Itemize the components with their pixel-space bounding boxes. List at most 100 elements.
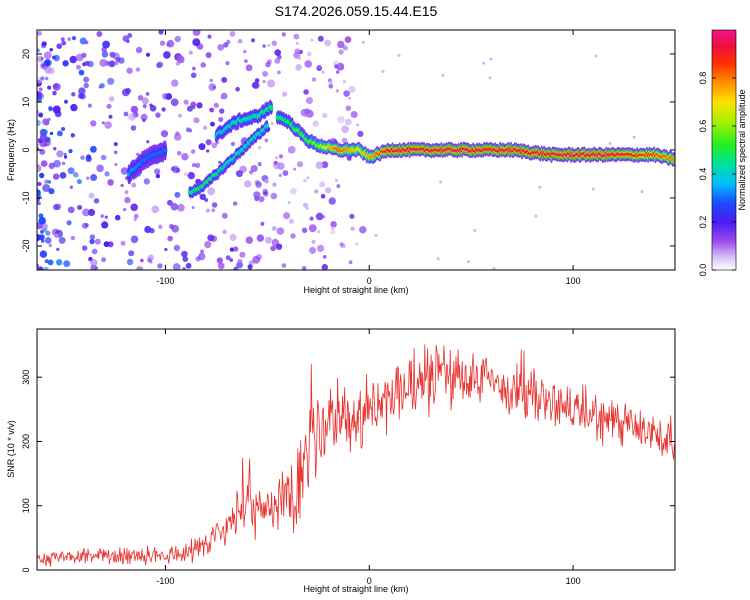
noise-blob	[167, 199, 173, 206]
noise-blob	[99, 83, 105, 89]
noise-blob	[96, 164, 104, 173]
noise-blob	[324, 39, 332, 47]
noise-blob	[38, 234, 45, 241]
noise-blob	[245, 236, 253, 244]
noise-blob	[113, 142, 118, 147]
noise-blob	[640, 190, 644, 194]
noise-blob	[335, 89, 339, 93]
noise-blob	[37, 201, 41, 206]
noise-blob	[61, 161, 66, 166]
noise-blob	[103, 241, 110, 248]
noise-blob	[262, 188, 269, 195]
noise-blob	[381, 70, 385, 73]
noise-blob	[69, 185, 74, 189]
noise-blob	[71, 36, 77, 41]
noise-blob	[75, 53, 84, 62]
noise-blob	[47, 259, 54, 266]
noise-blob	[64, 99, 68, 104]
noise-blob	[270, 245, 276, 252]
spectrogram-y-ticks: -20 -10 0 10 20	[21, 49, 675, 253]
noise-blob	[293, 167, 297, 171]
colorbar-tick-label: 0.0	[698, 264, 708, 277]
noise-blob	[237, 258, 243, 264]
noise-blob	[171, 79, 179, 87]
noise-blob	[330, 221, 337, 228]
noise-blob	[158, 30, 164, 35]
noise-blob	[200, 249, 205, 254]
noise-blob	[166, 39, 175, 48]
noise-blob	[328, 197, 336, 205]
noise-blob	[467, 260, 470, 264]
noise-blob	[37, 235, 40, 242]
noise-blob	[190, 149, 196, 154]
noise-blob	[594, 54, 598, 58]
noise-blob	[591, 187, 595, 191]
noise-blob	[345, 118, 352, 126]
noise-blob	[39, 172, 45, 179]
noise-blob	[190, 101, 197, 108]
noise-blob	[151, 205, 160, 214]
noise-blob	[232, 201, 238, 206]
noise-blob	[47, 117, 51, 122]
noise-blob	[37, 119, 41, 127]
noise-blob	[336, 70, 340, 74]
noise-blob	[89, 238, 95, 245]
noise-blob	[143, 178, 150, 185]
noise-blob	[341, 125, 349, 134]
noise-blob	[290, 187, 297, 195]
noise-blob	[113, 150, 118, 155]
noise-blob	[159, 40, 166, 46]
noise-blob	[258, 196, 265, 203]
lower-branch-segment	[265, 124, 269, 128]
noise-blob	[204, 198, 209, 202]
noise-blob	[195, 256, 201, 262]
lower-branch	[188, 119, 269, 199]
noise-blob	[305, 206, 309, 210]
noise-blob	[156, 62, 162, 69]
noise-blob	[157, 263, 163, 269]
noise-blob	[301, 266, 307, 270]
noise-blob	[272, 182, 277, 187]
spectrogram-y-tick-label: 10	[21, 97, 31, 107]
noise-blob	[311, 77, 317, 82]
noise-blob	[43, 266, 49, 270]
noise-blob	[205, 208, 210, 213]
noise-blob	[39, 229, 45, 234]
noise-blob	[270, 122, 274, 126]
noise-blob	[44, 237, 52, 244]
spectrogram-x-tick-label: 100	[566, 276, 581, 286]
snr-y-ticks: 0 100 200 300	[21, 370, 675, 573]
upper-branch	[214, 99, 274, 144]
noise-blob	[94, 238, 101, 245]
snr-x-tick-label: -100	[156, 576, 174, 586]
noise-blob	[264, 179, 269, 184]
noise-blob	[47, 85, 52, 90]
noise-blob	[82, 245, 88, 251]
noise-blob	[192, 66, 196, 71]
snr-series-line	[37, 344, 675, 567]
noise-blob	[154, 168, 161, 175]
noise-blob	[80, 155, 85, 160]
noise-blob	[146, 52, 150, 57]
noise-blob	[48, 188, 55, 195]
noise-blob	[137, 95, 144, 101]
noise-blob	[337, 40, 345, 49]
noise-blob	[239, 251, 246, 258]
noise-blob	[216, 257, 223, 264]
noise-blob	[124, 190, 129, 195]
noise-blob	[38, 216, 46, 225]
noise-blob	[191, 163, 196, 168]
noise-blob	[78, 87, 86, 95]
noise-blob	[101, 221, 109, 229]
noise-blob	[196, 102, 203, 109]
noise-blob	[136, 266, 144, 270]
noise-blob	[538, 185, 542, 189]
colorbar-gradient	[712, 30, 736, 270]
noise-blob	[87, 60, 94, 68]
noise-blob	[62, 60, 69, 67]
noise-blob	[158, 224, 163, 229]
colorbar-tick-label: 0.8	[698, 72, 708, 85]
noise-blob	[310, 38, 314, 42]
noise-blob	[222, 229, 227, 235]
noise-blob	[41, 129, 48, 136]
